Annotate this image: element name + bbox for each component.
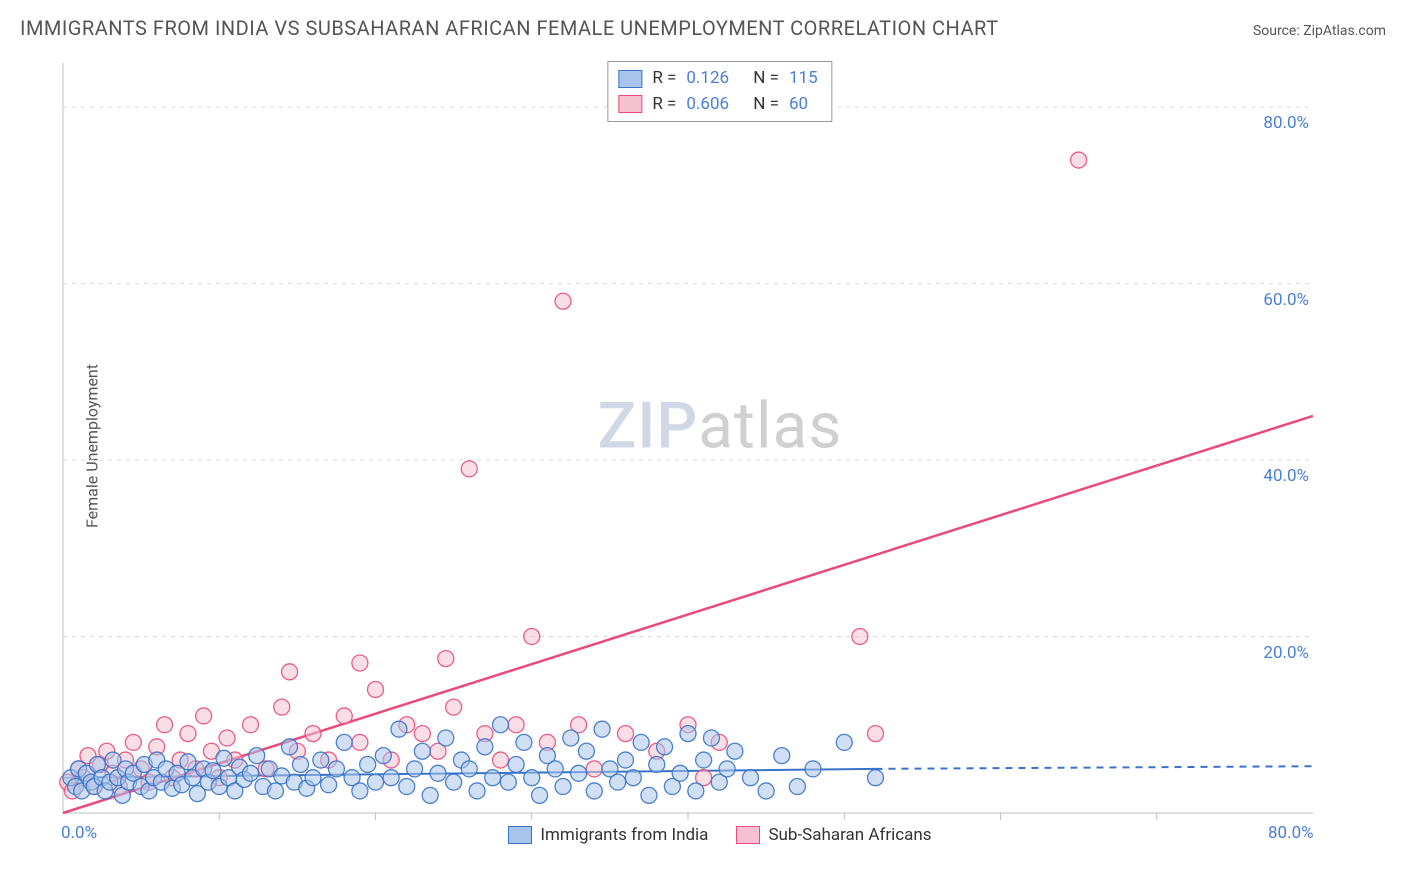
source-attribution: Source: ZipAtlas.com [1253,23,1386,39]
legend-item-india: Immigrants from India [508,825,708,845]
y-tick-label-40: 40.0% [1263,466,1309,486]
n-value-pink: 60 [789,92,808,118]
n-label: N = [753,92,779,118]
source-prefix: Source: [1253,23,1303,39]
legend-swatch-pink [618,95,642,113]
source-link[interactable]: ZipAtlas.com [1303,23,1386,39]
legend-swatch-pink [736,826,760,844]
x-axis-origin-label: 0.0% [61,823,97,843]
legend-row-blue: R = 0.126 N = 115 [618,66,817,92]
series-legend: Immigrants from India Sub-Saharan Africa… [55,825,1385,845]
legend-swatch-blue [508,826,532,844]
n-label: N = [753,66,779,92]
y-tick-label-60: 60.0% [1263,290,1309,310]
chart-area: ZIPatlas R = 0.126 N = 115 R = 0.606 N =… [55,55,1385,845]
legend-label-ssa: Sub-Saharan Africans [768,825,931,845]
y-tick-label-80: 80.0% [1263,113,1309,133]
chart-title: IMMIGRANTS FROM INDIA VS SUBSAHARAN AFRI… [20,16,999,40]
correlation-legend: R = 0.126 N = 115 R = 0.606 N = 60 [607,61,832,122]
r-value-blue: 0.126 [686,66,729,92]
legend-label-india: Immigrants from India [540,825,708,845]
x-axis-max-label: 80.0% [1268,823,1314,843]
y-tick-label-20: 20.0% [1263,643,1309,663]
r-label: R = [652,66,676,92]
legend-row-pink: R = 0.606 N = 60 [618,92,817,118]
scatter-plot-svg [55,55,1385,845]
r-label: R = [652,92,676,118]
legend-swatch-blue [618,70,642,88]
legend-item-ssa: Sub-Saharan Africans [736,825,931,845]
n-value-blue: 115 [789,66,818,92]
r-value-pink: 0.606 [686,92,729,118]
